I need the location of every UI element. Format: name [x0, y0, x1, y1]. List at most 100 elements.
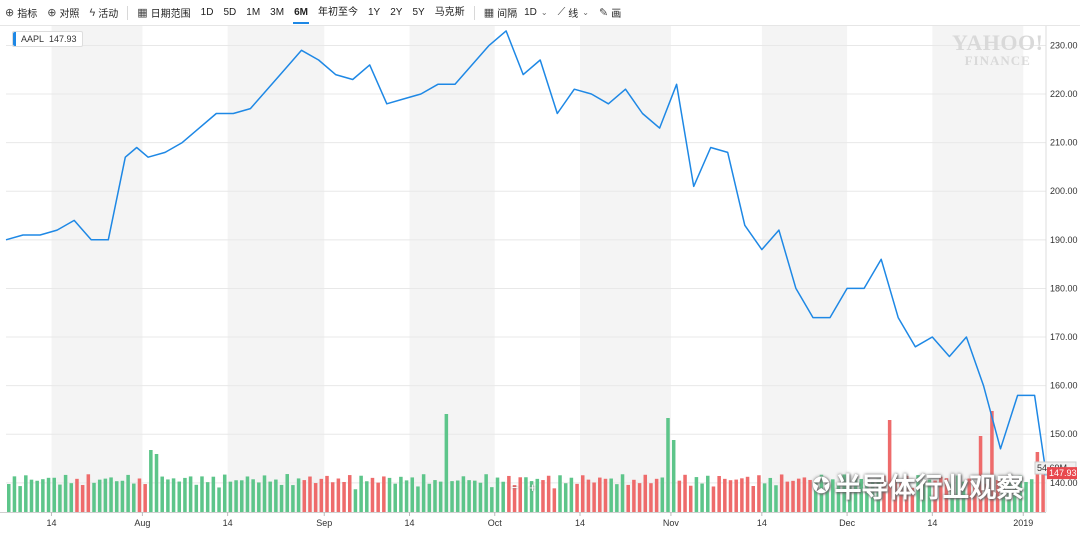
volume-bar: [899, 482, 903, 512]
volume-bar: [575, 483, 579, 512]
chevron-down-icon: ⌄: [540, 8, 548, 17]
volume-bar: [944, 478, 949, 512]
volume-bar: [893, 476, 898, 512]
toolbar-divider: [127, 5, 129, 20]
compare-button[interactable]: ⊕ 对照: [42, 0, 84, 26]
range-button-6[interactable]: 1Y: [367, 6, 381, 18]
range-button-0[interactable]: 1D: [200, 6, 214, 18]
range-button-5[interactable]: 年初至今: [317, 6, 358, 18]
volume-bar: [467, 480, 471, 512]
volume-bar: [990, 411, 994, 512]
volume-bar: [387, 477, 392, 512]
volume-bar: [552, 488, 557, 512]
y-tick-label: 170.00: [1050, 332, 1078, 342]
x-tick-label: 14: [223, 518, 233, 528]
x-tick-label: 14: [757, 518, 767, 528]
volume-bar: [1007, 481, 1011, 512]
volume-bar: [183, 477, 187, 512]
volume-bar: [984, 483, 989, 512]
band-rect: [579, 26, 671, 512]
volume-bar: [330, 482, 335, 512]
range-button-3[interactable]: 3M: [270, 6, 285, 18]
events-button[interactable]: ϟ 活动: [84, 0, 123, 26]
volume-bar: [245, 476, 250, 512]
range-button-4[interactable]: 6M: [289, 0, 313, 26]
volume-bars: [7, 411, 1045, 512]
interval-label: 间隔: [497, 9, 518, 20]
range-button-8[interactable]: 5Y: [412, 6, 425, 18]
y-tick-label: 190.00: [1050, 235, 1078, 245]
range-button-7[interactable]: 2Y: [390, 6, 403, 18]
volume-bar: [336, 478, 341, 512]
legend-value: 147.93: [49, 34, 77, 44]
volume-bar: [63, 474, 68, 512]
volume-bar: [677, 480, 682, 512]
volume-bar: [222, 474, 227, 512]
series-legend[interactable]: AAPL 147.93: [12, 31, 83, 47]
volume-bar: [1024, 481, 1028, 512]
interval-button[interactable]: ▦ 间隔 1D ⌄: [479, 0, 553, 26]
volume-bar: [12, 476, 17, 512]
volume-bar: [177, 481, 182, 512]
y-axis: 140.00 150.00 160.00 170.00 180.00 190.00 200.…: [1045, 26, 1078, 512]
zoom-in-button[interactable]: +: [528, 480, 537, 495]
volume-bar: [751, 486, 756, 512]
volume-bar: [421, 474, 426, 512]
x-tick-label: 14: [575, 518, 585, 528]
volume-bar: [808, 479, 812, 512]
zoom-out-button[interactable]: −: [511, 480, 519, 495]
volume-bar: [512, 485, 517, 512]
date-range-button[interactable]: ▦ 日期范围: [132, 0, 195, 26]
volume-bar: [654, 478, 659, 512]
x-tick-label: 14: [927, 518, 937, 528]
line-chart-icon: ⟋: [557, 6, 566, 18]
line-type-button[interactable]: ⟋ 线 ⌄: [553, 0, 594, 26]
volume-bar: [313, 483, 318, 512]
calendar-icon: ▦: [483, 7, 495, 19]
band-rect: [409, 26, 495, 512]
volume-bar: [819, 474, 824, 512]
indicators-label: 指标: [17, 9, 38, 20]
volume-bar: [490, 487, 494, 512]
events-label: 活动: [98, 9, 119, 20]
volume-bar: [836, 484, 841, 512]
volume-bar: [558, 475, 562, 512]
volume-bar: [228, 481, 233, 512]
range-button-1[interactable]: 5D: [223, 6, 237, 18]
volume-bar: [961, 481, 966, 512]
indicators-button[interactable]: ⊕ 指标: [0, 0, 42, 26]
range-button-2[interactable]: 1M: [246, 6, 261, 18]
range-button-9[interactable]: 马克斯: [434, 6, 465, 18]
volume-bar: [927, 479, 932, 512]
volume-bar: [802, 477, 807, 512]
volume-bar: [728, 480, 733, 512]
x-tick-label: Aug: [134, 518, 150, 528]
y-tick-label: 140.00: [1050, 478, 1078, 488]
volume-bar: [825, 483, 829, 512]
volume-bar: [978, 436, 983, 512]
volume-bar: [18, 486, 22, 512]
volume-bar: [291, 485, 295, 512]
volume-bar: [1018, 475, 1023, 512]
wechat-watermark: ✪ 半导体行业观察: [812, 466, 1023, 505]
draw-button[interactable]: ✎ 画: [594, 0, 626, 26]
volume-bar: [251, 479, 255, 512]
volume-bar: [109, 477, 113, 512]
volume-bar: [615, 484, 619, 512]
volume-bar: [211, 476, 216, 512]
volume-bar: [382, 476, 386, 512]
volume-bar: [194, 484, 199, 512]
volume-bar: [842, 474, 846, 512]
price-chart[interactable]: 140.00 150.00 160.00 170.00 180.00 190.00 200.…: [0, 26, 1080, 536]
price-line: [5, 30, 1047, 474]
volume-bar: [1035, 452, 1040, 512]
interval-value: 1D: [524, 7, 537, 18]
chevron-down-icon: ⌄: [582, 8, 589, 17]
volume-bar: [694, 477, 699, 512]
volume-bar: [745, 476, 750, 512]
volume-bar: [160, 476, 164, 512]
volume-bar: [399, 476, 403, 512]
volume-bar: [97, 479, 102, 512]
calendar-icon: ▦: [137, 7, 148, 19]
volume-bar: [910, 487, 915, 512]
